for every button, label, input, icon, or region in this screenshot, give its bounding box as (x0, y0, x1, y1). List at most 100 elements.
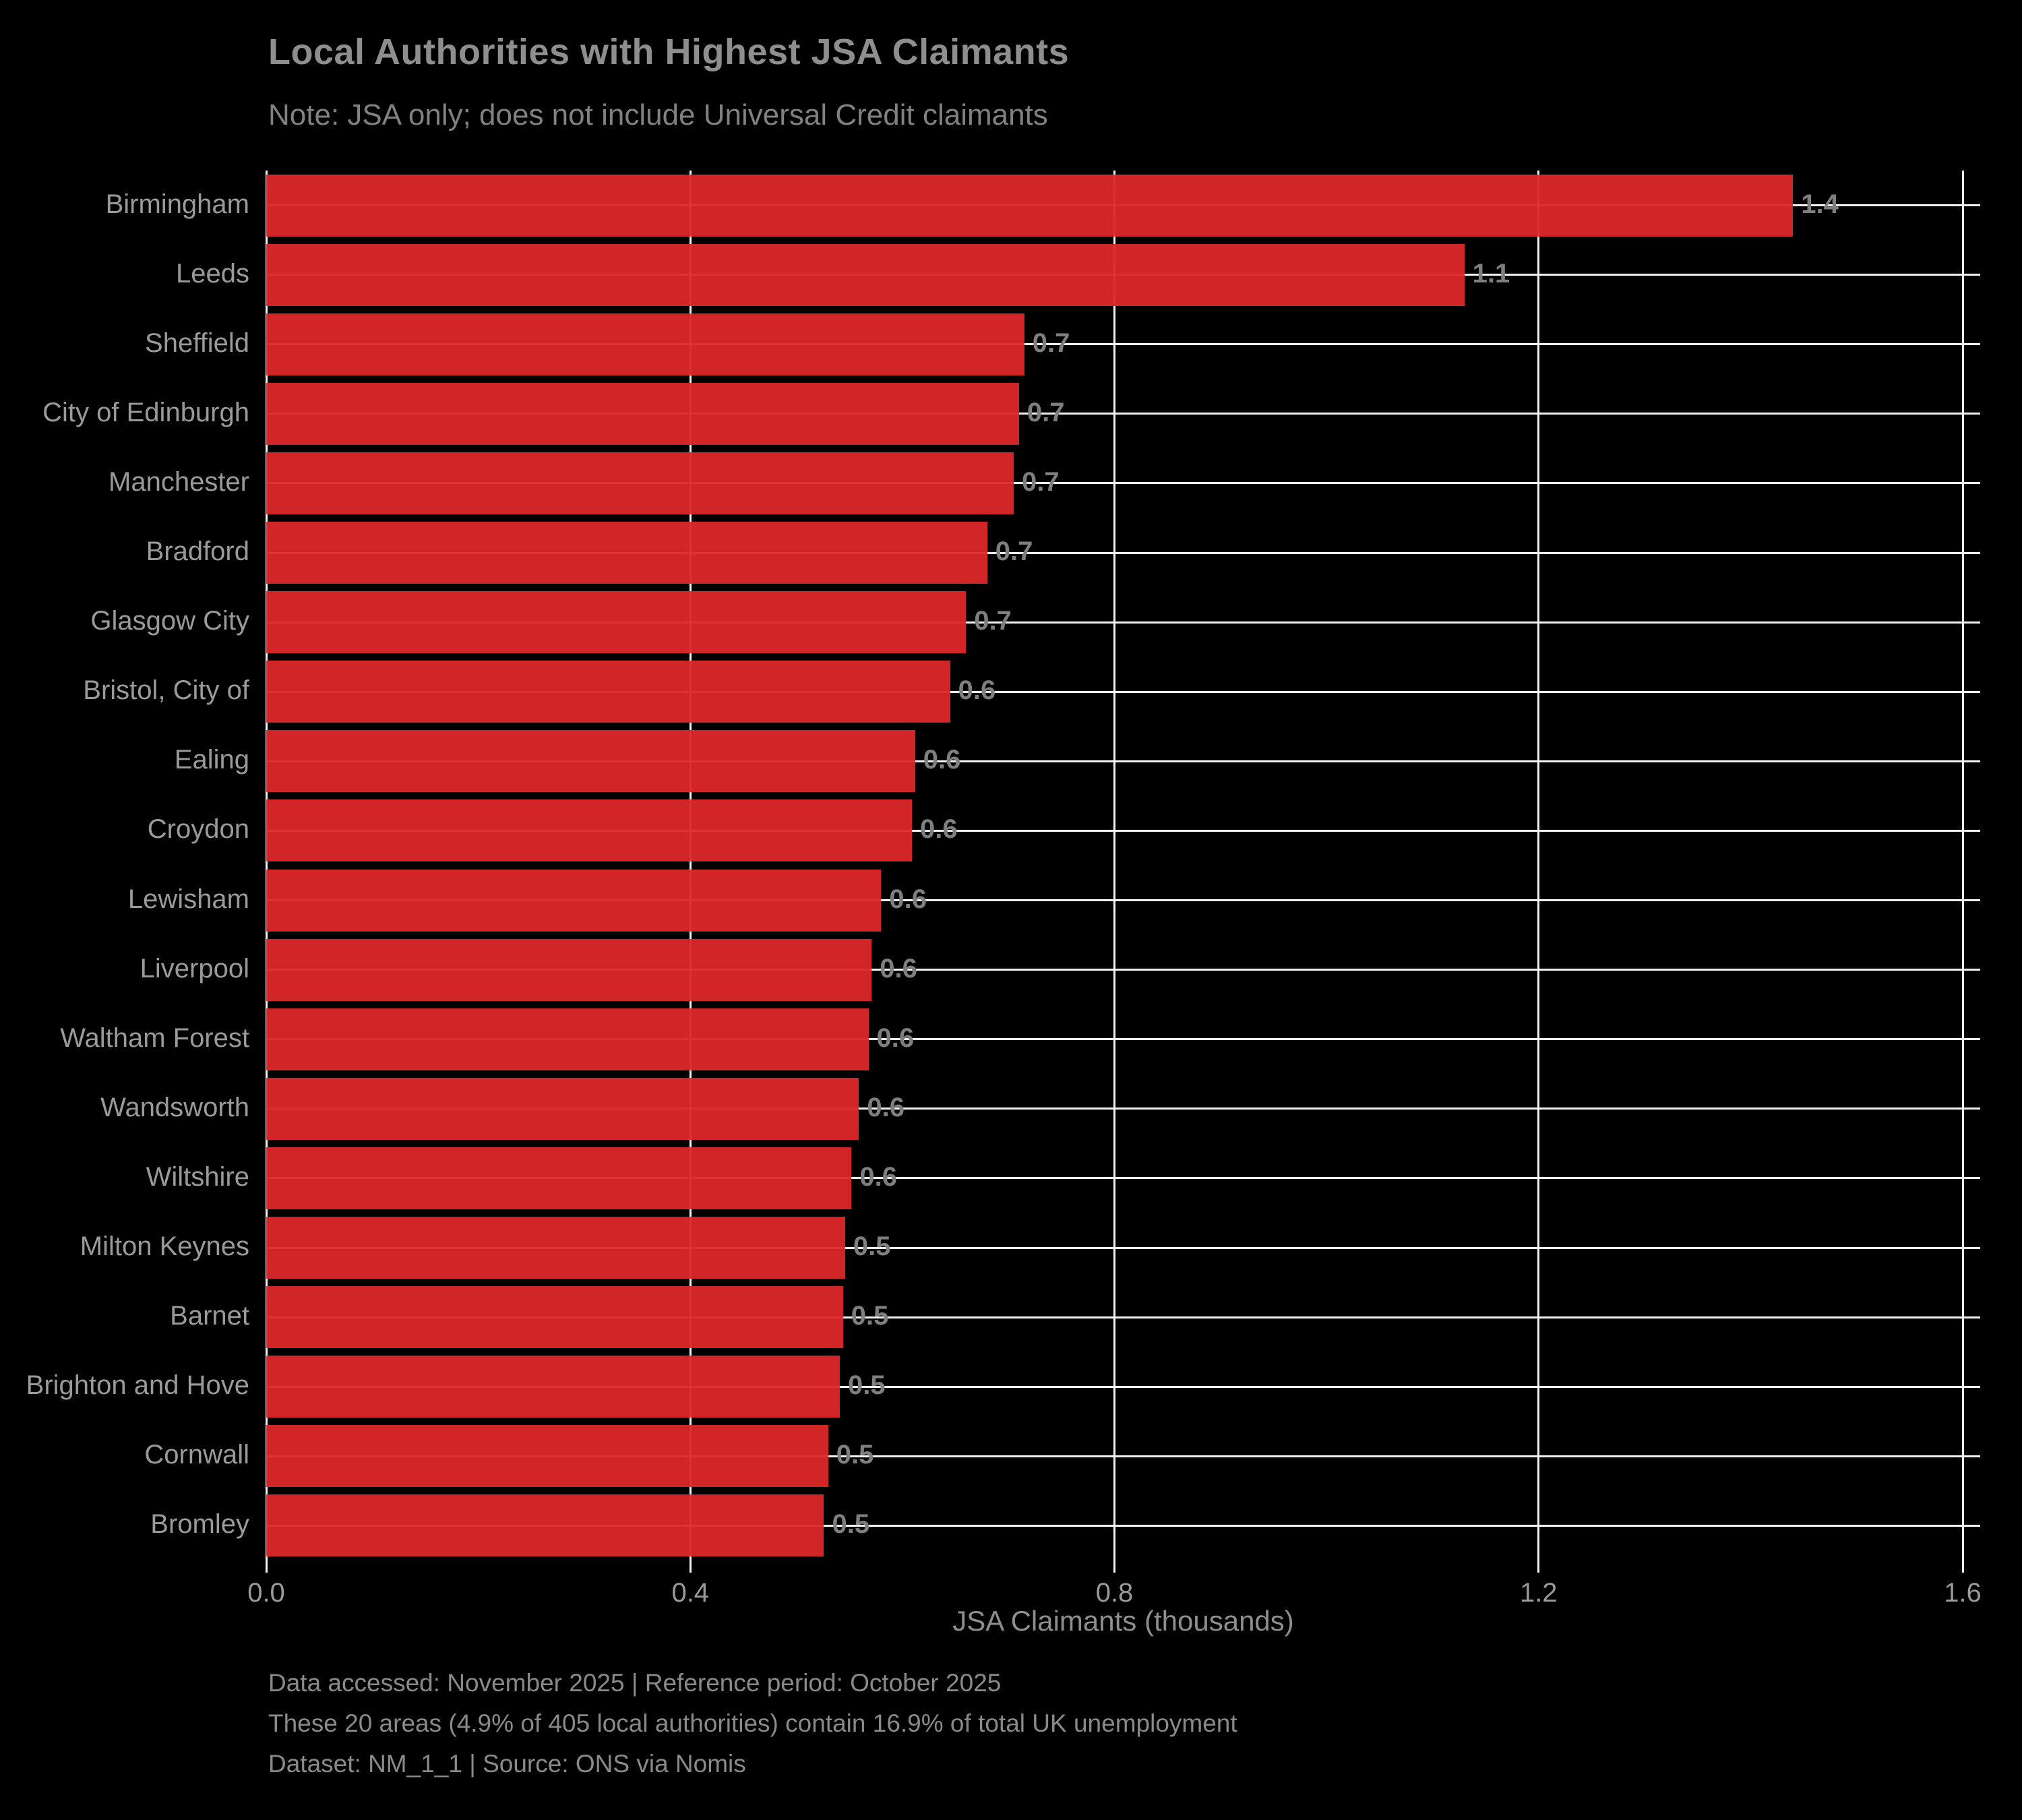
y-gridline (266, 413, 1980, 415)
y-tick-label: Bromley (150, 1509, 249, 1540)
y-tick-label: Glasgow City (90, 606, 249, 636)
y-gridline (266, 1177, 1980, 1180)
x-tick-mark (689, 1560, 692, 1573)
x-tick-label: 1.2 (1519, 1578, 1558, 1608)
chart-subtitle: Note: JSA only; does not include Univers… (268, 98, 1048, 131)
bar-value-label: 0.6 (876, 1023, 915, 1053)
x-tick-mark (1113, 1560, 1115, 1573)
x-tick-label: 0.0 (247, 1578, 285, 1608)
bar-bromley (266, 1494, 824, 1557)
bar-value-label: 0.6 (889, 884, 927, 914)
x-tick-label: 1.6 (1944, 1578, 1982, 1608)
y-tick-label: Ealing (174, 745, 249, 775)
bar-birmingham (266, 174, 1794, 237)
bar-value-label: 0.7 (1022, 466, 1060, 497)
bar-bradford (266, 522, 987, 584)
y-gridline (266, 482, 1980, 485)
footer-data-accessed: Data accessed: November 2025 | Reference… (268, 1669, 1002, 1697)
y-tick-label: Leeds (176, 258, 249, 289)
bar-cornwall (266, 1425, 828, 1488)
bar-glasgow-city (266, 591, 967, 654)
bar-liverpool (266, 938, 872, 1001)
bar-value-label: 0.6 (867, 1092, 905, 1122)
x-gridline (1537, 171, 1540, 1560)
y-tick-label: Barnet (170, 1301, 249, 1331)
y-axis-spine (265, 171, 268, 1560)
bar-croydon (266, 799, 913, 862)
y-gridline (266, 1108, 1980, 1110)
y-gridline (266, 1316, 1980, 1318)
x-tick-label: 0.8 (1095, 1578, 1134, 1608)
y-gridline (266, 829, 1980, 832)
bar-barnet (266, 1286, 843, 1349)
bar-brighton-and-hove (266, 1356, 840, 1418)
y-gridline (266, 969, 1980, 971)
y-tick-label: Bradford (146, 537, 249, 567)
y-tick-label: Sheffield (145, 328, 249, 358)
y-gridline (266, 1385, 1980, 1388)
y-tick-label: City of Edinburgh (42, 397, 249, 427)
bar-value-label: 1.1 (1472, 258, 1510, 289)
bar-manchester (266, 452, 1014, 514)
bar-value-label: 0.6 (920, 814, 958, 845)
y-tick-label: Cornwall (144, 1440, 249, 1470)
x-tick-label: 0.4 (671, 1578, 710, 1608)
bar-bristol-city-of (266, 661, 950, 723)
y-tick-label: Milton Keynes (80, 1232, 249, 1262)
bar-sheffield (266, 313, 1024, 375)
x-tick-mark (1961, 1560, 1964, 1573)
y-tick-label: Waltham Forest (60, 1023, 249, 1053)
y-tick-label: Birmingham (105, 189, 249, 219)
y-gridline (266, 1455, 1980, 1457)
bar-wandsworth (266, 1077, 859, 1140)
x-tick-mark (265, 1560, 268, 1573)
y-gridline (266, 690, 1980, 693)
x-gridline (1961, 171, 1964, 1560)
bar-city-of-edinburgh (266, 382, 1019, 445)
y-gridline (266, 621, 1980, 624)
y-tick-label: Croydon (147, 814, 249, 845)
bar-value-label: 0.5 (851, 1301, 889, 1331)
y-tick-label: Wandsworth (100, 1092, 249, 1122)
x-axis-label: JSA Claimants (thousands) (952, 1605, 1294, 1637)
bar-value-label: 0.7 (1032, 328, 1070, 358)
y-gridline (266, 1246, 1980, 1249)
plot-area: 1.4 Birmingham 1.1 Leeds 0.7 Sheffield 0.7 City… (0, 171, 2022, 1608)
bar-lewisham (266, 869, 882, 932)
bar-value-label: 0.7 (1027, 397, 1065, 427)
y-gridline (266, 1524, 1980, 1527)
y-gridline (266, 760, 1980, 762)
x-gridline (1113, 171, 1115, 1560)
y-tick-label: Manchester (109, 466, 249, 497)
y-tick-label: Lewisham (127, 884, 249, 914)
bar-value-label: 1.4 (1801, 189, 1839, 219)
bar-value-label: 0.5 (836, 1440, 874, 1470)
y-gridline (266, 551, 1980, 554)
y-tick-label: Liverpool (140, 953, 249, 983)
bar-value-label: 0.6 (958, 675, 996, 706)
bar-value-label: 0.5 (853, 1232, 891, 1262)
footer-source: Dataset: NM_1_1 | Source: ONS via Nomis (268, 1750, 746, 1778)
bar-waltham-forest (266, 1008, 869, 1070)
y-tick-label: Wiltshire (146, 1161, 249, 1192)
bar-value-label: 0.6 (923, 745, 961, 775)
y-gridline (266, 899, 1980, 902)
bar-value-label: 0.7 (974, 606, 1012, 636)
x-tick-mark (1537, 1560, 1540, 1573)
bar-value-label: 0.5 (848, 1370, 886, 1401)
footer-coverage-note: These 20 areas (4.9% of 405 local author… (268, 1709, 1237, 1737)
bar-value-label: 0.6 (859, 1161, 897, 1192)
bar-leeds (266, 243, 1465, 306)
bar-milton-keynes (266, 1217, 845, 1279)
bar-value-label: 0.7 (995, 537, 1033, 567)
bar-wiltshire (266, 1147, 852, 1209)
x-gridline (689, 171, 692, 1560)
y-gridline (266, 343, 1980, 346)
bar-value-label: 0.5 (832, 1509, 870, 1540)
y-gridline (266, 1038, 1980, 1041)
bar-value-label: 0.6 (880, 953, 917, 983)
y-tick-label: Brighton and Hove (26, 1370, 249, 1401)
chart-title: Local Authorities with Highest JSA Claim… (268, 32, 1070, 72)
y-tick-label: Bristol, City of (83, 675, 249, 706)
